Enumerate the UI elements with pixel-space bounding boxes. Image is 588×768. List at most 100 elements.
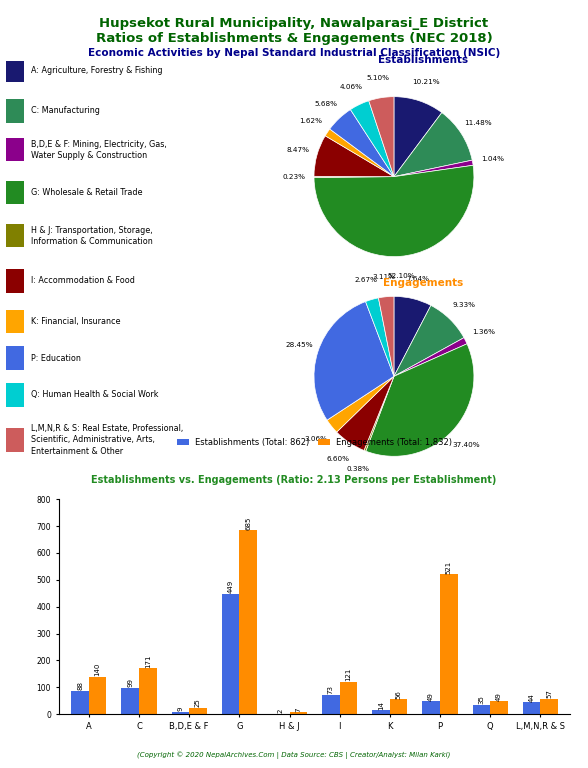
Bar	[222, 594, 239, 714]
Bar	[372, 710, 390, 714]
Text: 1.36%: 1.36%	[472, 329, 495, 335]
Bar	[239, 530, 257, 714]
Text: Economic Activities by Nepal Standard Industrial Classification (NSIC): Economic Activities by Nepal Standard In…	[88, 48, 500, 58]
Wedge shape	[394, 338, 467, 376]
Text: I: Accommodation & Food: I: Accommodation & Food	[31, 276, 135, 285]
Bar	[6, 223, 24, 247]
Text: 6.60%: 6.60%	[327, 456, 350, 462]
Bar	[6, 269, 24, 293]
Text: 7.64%: 7.64%	[406, 276, 429, 282]
Text: 8.47%: 8.47%	[286, 147, 309, 153]
Text: 56: 56	[396, 690, 402, 699]
Text: 11.48%: 11.48%	[465, 120, 492, 126]
Text: 52.10%: 52.10%	[387, 273, 415, 280]
Wedge shape	[366, 298, 394, 376]
Text: 2.67%: 2.67%	[355, 277, 378, 283]
Bar	[139, 668, 156, 714]
Text: 57: 57	[546, 690, 552, 698]
Bar	[6, 180, 24, 204]
Wedge shape	[350, 101, 394, 177]
Text: 0.38%: 0.38%	[346, 466, 369, 472]
Bar	[6, 310, 24, 333]
Legend: Establishments (Total: 862), Engagements (Total: 1,832): Establishments (Total: 862), Engagements…	[173, 435, 456, 450]
Bar	[189, 707, 207, 714]
Text: Q: Human Health & Social Work: Q: Human Health & Social Work	[31, 390, 158, 399]
Text: P: Education: P: Education	[31, 354, 81, 362]
Text: 1.04%: 1.04%	[481, 156, 504, 162]
Bar	[340, 682, 358, 714]
Text: B,D,E & F: Mining, Electricity, Gas,
Water Supply & Construction: B,D,E & F: Mining, Electricity, Gas, Wat…	[31, 140, 166, 160]
Bar	[6, 346, 24, 370]
Text: 4.06%: 4.06%	[339, 84, 362, 90]
Wedge shape	[330, 110, 394, 177]
Bar	[440, 574, 457, 714]
Text: (Copyright © 2020 NepalArchives.Com | Data Source: CBS | Creator/Analyst: Milan : (Copyright © 2020 NepalArchives.Com | Da…	[138, 751, 450, 759]
Wedge shape	[394, 161, 473, 177]
Bar	[490, 701, 507, 714]
Text: 10.21%: 10.21%	[412, 79, 439, 84]
Text: 3.06%: 3.06%	[305, 436, 328, 442]
Wedge shape	[325, 129, 394, 177]
Text: 44: 44	[529, 694, 534, 702]
Text: 121: 121	[345, 668, 352, 681]
Bar	[523, 703, 540, 714]
Text: 171: 171	[145, 654, 151, 667]
Text: 73: 73	[328, 685, 334, 694]
Wedge shape	[369, 97, 394, 177]
Wedge shape	[394, 113, 472, 177]
Text: 3.11%: 3.11%	[373, 274, 396, 280]
Text: 7: 7	[295, 707, 301, 712]
Text: Hupsekot Rural Municipality, Nawalparasi_E District: Hupsekot Rural Municipality, Nawalparasi…	[99, 17, 489, 30]
Bar	[6, 137, 24, 161]
Wedge shape	[394, 296, 431, 376]
Bar	[422, 701, 440, 714]
Bar	[289, 713, 307, 714]
Text: 99: 99	[127, 678, 133, 687]
Bar	[390, 699, 407, 714]
Text: 9: 9	[178, 707, 183, 711]
Text: Ratios of Establishments & Engagements (NEC 2018): Ratios of Establishments & Engagements (…	[96, 32, 492, 45]
Wedge shape	[364, 376, 394, 451]
Text: 1.62%: 1.62%	[299, 118, 322, 124]
Text: 88: 88	[77, 681, 83, 690]
Text: 49: 49	[428, 692, 434, 700]
Text: 2: 2	[278, 709, 284, 713]
Text: 5.10%: 5.10%	[366, 75, 389, 81]
Text: 37.40%: 37.40%	[453, 442, 480, 448]
Text: 521: 521	[446, 561, 452, 574]
Text: Establishments vs. Engagements (Ratio: 2.13 Persons per Establishment): Establishments vs. Engagements (Ratio: 2…	[91, 475, 497, 485]
Wedge shape	[366, 344, 474, 456]
Bar	[122, 687, 139, 714]
Wedge shape	[379, 296, 394, 376]
Bar	[322, 694, 340, 714]
Bar	[473, 705, 490, 714]
Bar	[71, 690, 89, 714]
Bar	[6, 428, 24, 452]
Text: A: Agriculture, Forestry & Fishing: A: Agriculture, Forestry & Fishing	[31, 65, 162, 74]
Wedge shape	[337, 376, 394, 451]
Text: 5.68%: 5.68%	[314, 101, 337, 107]
Wedge shape	[314, 302, 394, 420]
Bar	[89, 677, 106, 714]
Bar	[6, 383, 24, 406]
Text: L,M,N,R & S: Real Estate, Professional,
Scientific, Administrative, Arts,
Entert: L,M,N,R & S: Real Estate, Professional, …	[31, 424, 183, 455]
Text: G: Wholesale & Retail Trade: G: Wholesale & Retail Trade	[31, 188, 142, 197]
Text: C: Manufacturing: C: Manufacturing	[31, 107, 99, 115]
Text: 0.23%: 0.23%	[282, 174, 306, 180]
Text: 140: 140	[95, 663, 101, 676]
Bar	[6, 58, 24, 82]
Wedge shape	[394, 97, 442, 177]
Text: 35: 35	[479, 695, 485, 704]
Text: K: Financial, Insurance: K: Financial, Insurance	[31, 317, 121, 326]
Text: 25: 25	[195, 698, 201, 707]
Wedge shape	[394, 306, 464, 376]
Wedge shape	[327, 376, 394, 432]
Wedge shape	[314, 165, 474, 257]
Text: H & J: Transportation, Storage,
Information & Communication: H & J: Transportation, Storage, Informat…	[31, 226, 152, 246]
Text: 14: 14	[378, 701, 384, 710]
Bar	[6, 99, 24, 123]
Text: Establishments: Establishments	[378, 55, 469, 65]
Text: 9.33%: 9.33%	[452, 302, 475, 308]
Wedge shape	[314, 136, 394, 177]
Bar	[172, 712, 189, 714]
